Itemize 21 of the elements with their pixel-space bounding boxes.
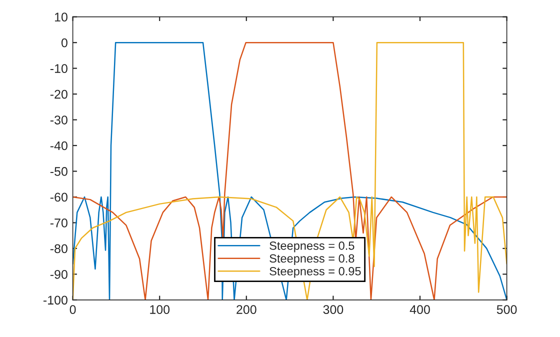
y-tick-label: -20 [50, 90, 68, 99]
x-tick-label: 300 [323, 305, 344, 314]
x-tick-label: 0 [70, 305, 76, 314]
y-tick-label: -90 [50, 270, 68, 279]
y-tick-label: -100 [43, 296, 68, 305]
y-tick-label: -70 [50, 218, 68, 228]
y-tick-label: -10 [50, 64, 68, 73]
y-tick-label: -50 [50, 167, 68, 176]
y-tick-label: 10 [54, 12, 68, 22]
legend-label: Steepness = 0.95 [270, 267, 361, 278]
y-tick-label: 0 [61, 38, 68, 48]
y-tick-label: -40 [50, 141, 68, 150]
x-tick-label: 400 [410, 305, 430, 314]
legend-label: Steepness = 0.8 [270, 254, 354, 265]
y-tick-label: -80 [50, 244, 68, 254]
x-tick-label: 100 [150, 305, 170, 314]
legend-label: Steepness = 0.5 [270, 242, 354, 252]
y-tick-label: -60 [50, 192, 68, 202]
x-tick-label: 500 [496, 305, 517, 314]
y-tick-label: -30 [50, 116, 68, 124]
x-tick-label: 200 [236, 305, 256, 314]
